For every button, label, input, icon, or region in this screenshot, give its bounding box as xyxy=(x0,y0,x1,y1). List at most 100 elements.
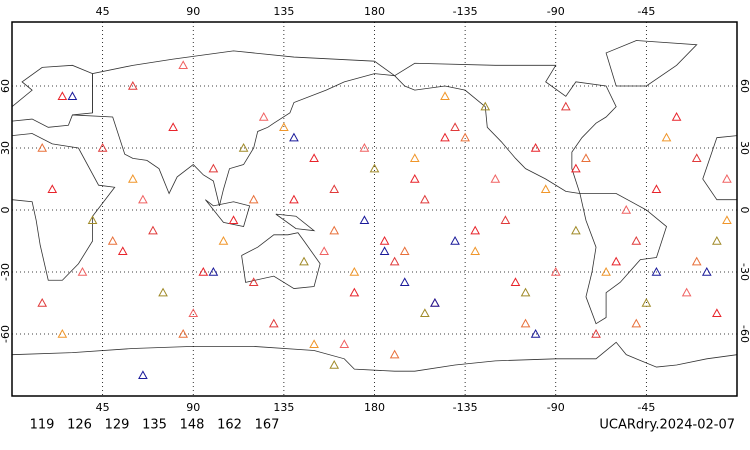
observation-marker xyxy=(268,318,279,328)
observation-marker xyxy=(138,194,148,204)
observation-marker xyxy=(480,101,491,111)
observation-marker xyxy=(208,266,219,276)
observation-marker xyxy=(722,215,732,225)
observation-marker xyxy=(661,132,672,142)
y-tick-label-right: 30 xyxy=(738,141,750,155)
x-tick-label-top: 135 xyxy=(273,5,294,18)
observation-marker xyxy=(712,235,722,245)
observation-marker xyxy=(289,194,299,204)
observation-marker xyxy=(631,318,642,328)
x-tick-label-bottom: 180 xyxy=(364,401,385,414)
coastline xyxy=(11,341,738,372)
observation-marker xyxy=(228,215,239,225)
x-tick-label-bottom: 135 xyxy=(273,401,294,414)
observation-marker xyxy=(329,225,340,235)
observations xyxy=(37,60,732,380)
y-tick-label-left: 60 xyxy=(0,79,12,93)
observation-marker xyxy=(399,246,410,256)
observation-marker xyxy=(540,184,551,194)
observation-marker xyxy=(530,142,541,152)
observation-marker xyxy=(722,173,732,183)
legend-entry: 135 xyxy=(142,418,167,433)
observation-marker xyxy=(208,163,219,173)
observation-marker xyxy=(681,287,692,297)
observation-marker xyxy=(67,91,78,101)
observation-marker xyxy=(77,266,88,276)
observation-marker xyxy=(57,328,68,338)
observation-marker xyxy=(571,163,581,173)
observation-marker xyxy=(560,101,571,111)
observation-marker xyxy=(701,266,712,276)
legend-entry: 119 xyxy=(30,418,55,433)
observation-marker xyxy=(601,266,611,276)
observation-marker xyxy=(299,256,309,266)
legend-entry: 148 xyxy=(180,418,205,433)
observation-marker xyxy=(309,339,319,349)
observation-marker xyxy=(671,111,682,121)
observation-marker xyxy=(399,277,410,287)
x-tick-label-top: 90 xyxy=(186,5,200,18)
y-tick-label-left: -60 xyxy=(0,325,12,343)
observation-marker xyxy=(349,287,360,297)
observation-marker xyxy=(379,235,390,245)
observation-marker xyxy=(37,142,48,152)
observation-marker xyxy=(571,225,581,235)
observation-marker xyxy=(712,308,722,318)
observation-marker xyxy=(117,246,128,256)
observation-marker xyxy=(198,266,209,276)
coastline xyxy=(579,193,667,325)
x-tick-label-top: 180 xyxy=(364,5,385,18)
x-tick-label-top: -45 xyxy=(637,5,655,18)
observation-marker xyxy=(339,339,350,349)
observation-marker xyxy=(450,235,460,245)
observation-marker xyxy=(178,328,189,338)
observation-marker xyxy=(349,266,360,276)
observation-marker xyxy=(419,308,430,318)
coastlines xyxy=(11,40,738,372)
legend-entry: 126 xyxy=(67,418,92,433)
legend: 119 126 129 135 148 162 167 xyxy=(30,418,280,433)
observation-marker xyxy=(359,142,370,152)
observation-marker xyxy=(107,235,118,245)
y-tick-label-right: 0 xyxy=(738,207,750,214)
axis-labels: 45 45 90 90 135 135 180 180 -135 -135 -90 -90 -45 -45… xyxy=(0,5,750,414)
observation-marker xyxy=(379,246,390,256)
y-tick-label-left: 30 xyxy=(0,141,12,155)
product-label: UCARdry.2024-02-07 xyxy=(599,418,735,433)
observation-marker xyxy=(530,328,541,338)
observation-marker xyxy=(520,318,531,328)
observation-marker xyxy=(57,91,68,101)
observation-marker xyxy=(651,184,662,194)
legend-entry: 162 xyxy=(217,418,242,433)
graticule xyxy=(12,22,737,396)
x-tick-label-bottom: -135 xyxy=(453,401,478,414)
observation-marker xyxy=(188,308,199,318)
observation-marker xyxy=(148,225,158,235)
observation-marker xyxy=(591,328,601,338)
legend-entry: 129 xyxy=(105,418,130,433)
x-tick-label-bottom: -90 xyxy=(547,401,565,414)
coastline xyxy=(275,213,316,232)
observation-marker xyxy=(289,132,299,142)
x-tick-label-bottom: -45 xyxy=(637,401,655,414)
x-tick-label-top: -135 xyxy=(453,5,478,18)
observation-marker xyxy=(138,370,148,380)
coastline xyxy=(72,50,397,206)
x-tick-label-bottom: 45 xyxy=(96,401,110,414)
coastline xyxy=(702,135,738,201)
observation-marker xyxy=(127,80,138,90)
observation-marker xyxy=(279,122,289,132)
observation-marker xyxy=(248,194,259,204)
observation-marker xyxy=(641,297,652,307)
observation-marker xyxy=(47,184,58,194)
observation-marker xyxy=(520,287,531,297)
observation-marker xyxy=(691,153,702,163)
observation-marker xyxy=(389,256,400,266)
observation-marker xyxy=(611,256,622,266)
observation-marker xyxy=(359,215,370,225)
observation-marker xyxy=(158,287,168,297)
observation-marker xyxy=(168,122,178,132)
y-tick-label-left: -30 xyxy=(0,263,12,281)
observation-marker xyxy=(258,111,269,121)
